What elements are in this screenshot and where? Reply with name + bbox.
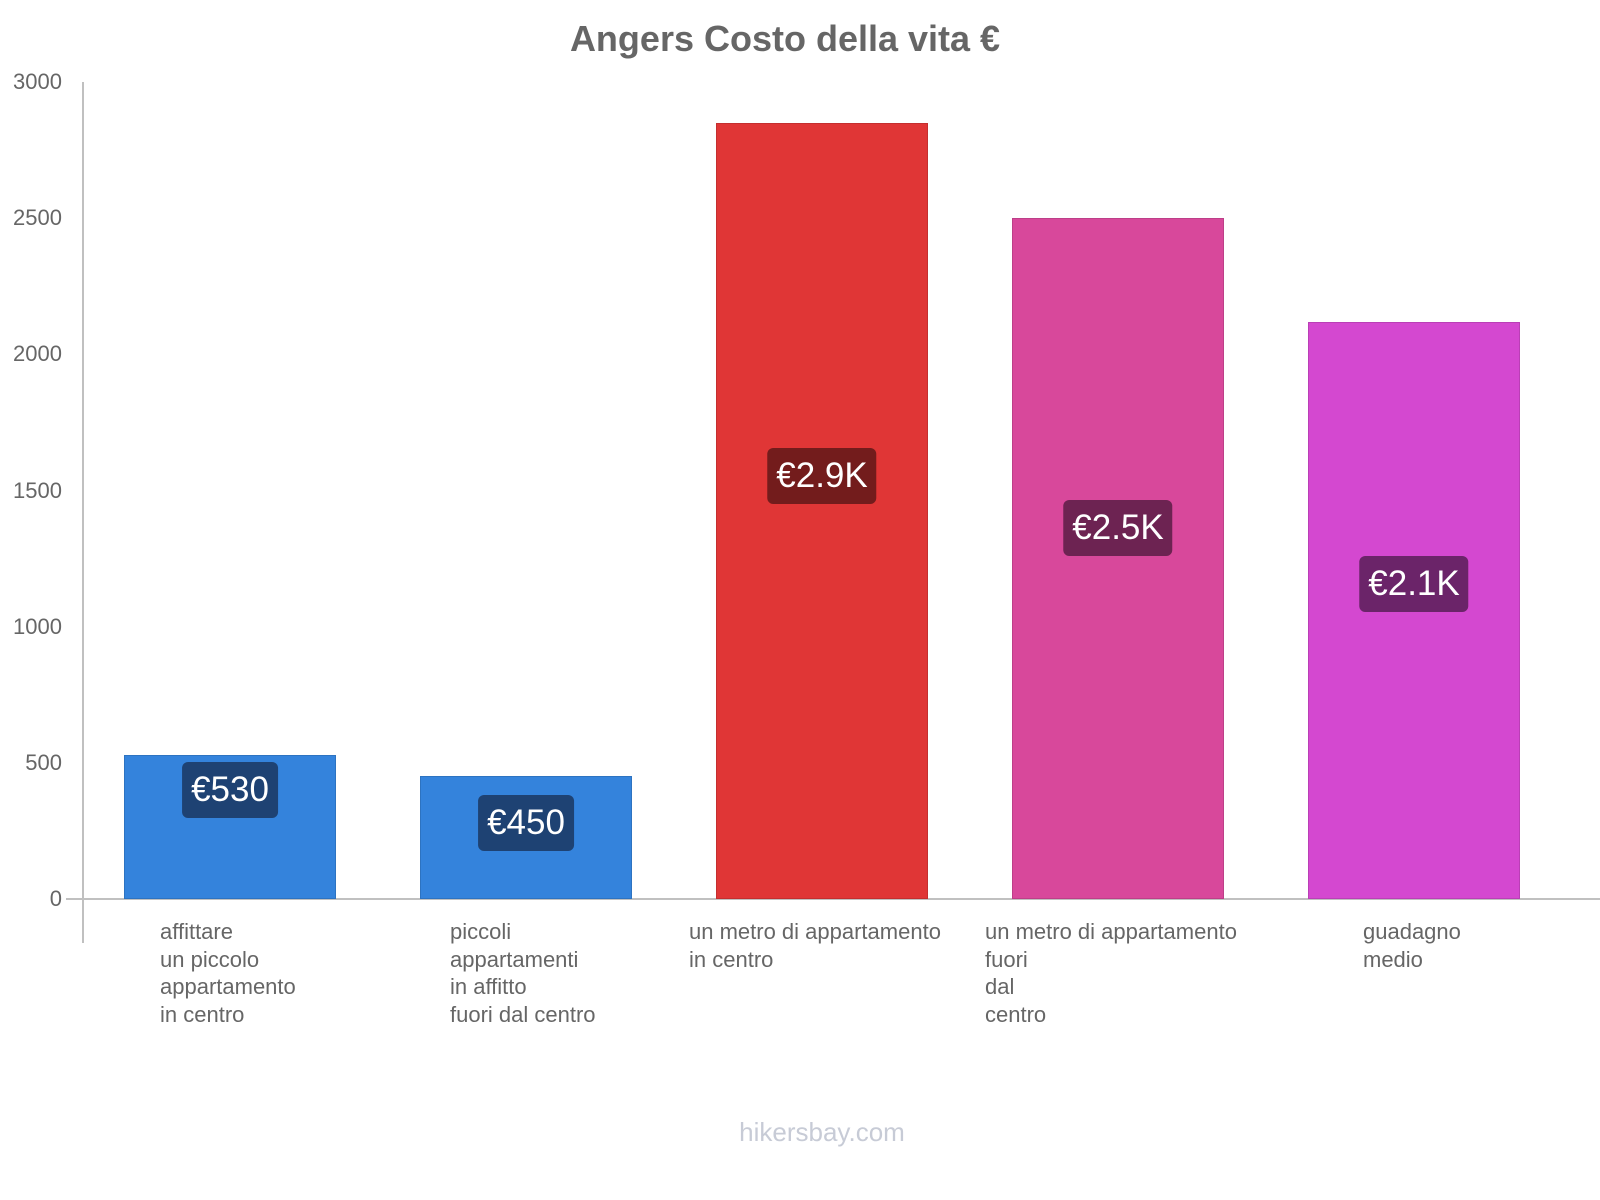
y-tick-label: 2500 [13,205,62,231]
bar-value-label: €450 [478,795,574,852]
x-tick-label: un metro di appartamento fuori dal centr… [985,919,1237,1027]
bar-value-label: €2.1K [1359,556,1469,613]
y-axis-line [82,82,84,943]
x-tick-label: guadagno medio [1363,919,1461,972]
bar-value-label: €2.5K [1063,499,1173,556]
y-tick-label: 3000 [13,69,62,94]
bar-value-label: €2.9K [767,447,877,504]
y-tick-label: 0 [49,886,62,911]
bar [1012,218,1224,899]
x-tick-label: piccoli appartamenti in affitto fuori da… [450,919,596,1027]
x-tick-label: affittare un piccolo appartamento in cen… [160,919,296,1027]
y-tick-label: 1500 [13,477,62,503]
y-tick-label: 2000 [13,341,62,367]
bar [716,122,928,899]
x-tick-label: un metro di appartamento in centro [689,919,941,972]
x-axis-line [66,898,1600,900]
y-tick-label: 1000 [13,613,62,639]
watermark: hikersbay.com [739,1117,905,1147]
chart-title: Angers Costo della vita € [569,18,1001,59]
y-tick-label: 500 [25,749,62,775]
bar-value-label: €530 [182,761,278,818]
